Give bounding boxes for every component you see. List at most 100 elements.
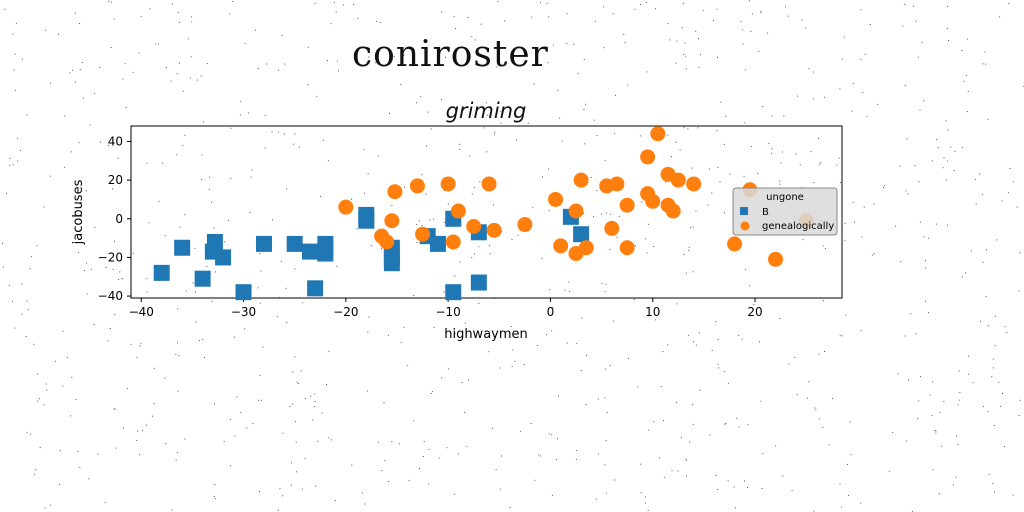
point-b	[302, 243, 319, 260]
noise-dot	[118, 279, 120, 280]
legend: ungone B genealogically	[732, 187, 838, 236]
noise-dot	[423, 441, 425, 442]
noise-dot	[750, 31, 752, 32]
noise-dot	[695, 210, 697, 212]
noise-dot	[431, 391, 433, 393]
noise-dot	[902, 25, 904, 27]
noise-dot	[917, 418, 919, 420]
noise-dot	[223, 241, 225, 243]
noise-dot	[918, 181, 920, 183]
noise-dot	[90, 268, 92, 270]
noise-dot	[266, 63, 268, 65]
noise-dot	[277, 509, 279, 511]
noise-dot	[146, 291, 148, 293]
noise-dot	[779, 180, 781, 182]
noise-dot	[104, 502, 106, 504]
noise-dot	[139, 345, 141, 347]
noise-dot	[555, 459, 557, 461]
figure-title: coniroster	[352, 34, 549, 75]
noise-dot	[46, 389, 48, 391]
noise-dot	[426, 145, 427, 147]
noise-dot	[1019, 252, 1021, 254]
noise-dot	[249, 211, 251, 213]
noise-dot	[304, 458, 306, 460]
noise-dot	[699, 389, 701, 391]
noise-dot	[903, 3, 905, 5]
noise-dot	[906, 138, 908, 140]
noise-dot	[378, 441, 380, 443]
noise-dot	[814, 407, 816, 409]
noise-dot	[368, 56, 370, 58]
noise-dot	[963, 80, 965, 82]
noise-dot	[974, 178, 976, 180]
noise-dot	[771, 152, 773, 154]
noise-dot	[540, 455, 542, 457]
noise-dot	[932, 469, 934, 471]
x-axis: −40 −30 −20 −10 0 10 20	[129, 298, 763, 319]
noise-dot	[958, 370, 960, 372]
noise-dot	[377, 155, 379, 157]
noise-dot	[36, 373, 38, 375]
noise-dot	[605, 212, 607, 214]
noise-dot	[36, 245, 38, 247]
noise-dot	[907, 193, 909, 195]
noise-dot	[364, 192, 366, 194]
noise-dot	[653, 421, 655, 423]
point-genealogically	[568, 203, 584, 219]
noise-dot	[201, 178, 203, 180]
noise-dot	[928, 312, 929, 314]
noise-dot	[50, 82, 51, 84]
noise-dot	[744, 69, 746, 71]
noise-dot	[943, 157, 945, 159]
noise-dot	[1008, 3, 1010, 5]
noise-dot	[389, 112, 390, 114]
noise-dot	[799, 164, 801, 166]
noise-dot	[685, 272, 687, 274]
noise-dot	[302, 302, 304, 304]
noise-dot	[164, 377, 166, 379]
point-b	[470, 274, 487, 291]
point-genealogically	[619, 197, 635, 213]
noise-dot	[420, 96, 422, 98]
noise-dot	[986, 249, 987, 251]
noise-dot	[1001, 200, 1003, 202]
noise-dot	[517, 234, 519, 236]
noise-dot	[534, 479, 536, 481]
noise-dot	[663, 476, 665, 478]
noise-dot	[667, 23, 669, 25]
noise-dot	[921, 41, 923, 43]
noise-dot	[292, 371, 294, 373]
noise-dot	[489, 245, 491, 247]
noise-dot	[527, 122, 529, 124]
noise-dot	[688, 249, 690, 251]
noise-dot	[26, 300, 28, 302]
noise-dot	[810, 151, 812, 153]
noise-dot	[376, 20, 377, 22]
noise-dot	[720, 101, 722, 103]
noise-dot	[839, 182, 841, 183]
noise-dot	[86, 262, 88, 264]
noise-dot	[285, 287, 287, 289]
point-b	[235, 284, 252, 301]
noise-dot	[818, 353, 820, 355]
noise-dot	[250, 176, 252, 178]
noise-dot	[695, 30, 697, 32]
noise-dot	[50, 175, 51, 177]
noise-dot	[750, 146, 752, 147]
noise-dot	[384, 460, 386, 462]
noise-dot	[296, 471, 298, 473]
noise-dot	[727, 480, 729, 482]
noise-dot	[987, 325, 989, 327]
noise-dot	[919, 109, 921, 111]
noise-dot	[618, 215, 620, 217]
noise-dot	[314, 401, 316, 402]
noise-dot	[948, 40, 950, 41]
noise-dot	[639, 135, 641, 137]
noise-dot	[272, 219, 273, 221]
noise-dot	[723, 143, 725, 145]
noise-dot	[304, 398, 306, 400]
noise-dot	[545, 334, 547, 336]
point-b	[358, 212, 375, 229]
noise-dot	[89, 124, 91, 126]
noise-dot	[606, 411, 608, 413]
